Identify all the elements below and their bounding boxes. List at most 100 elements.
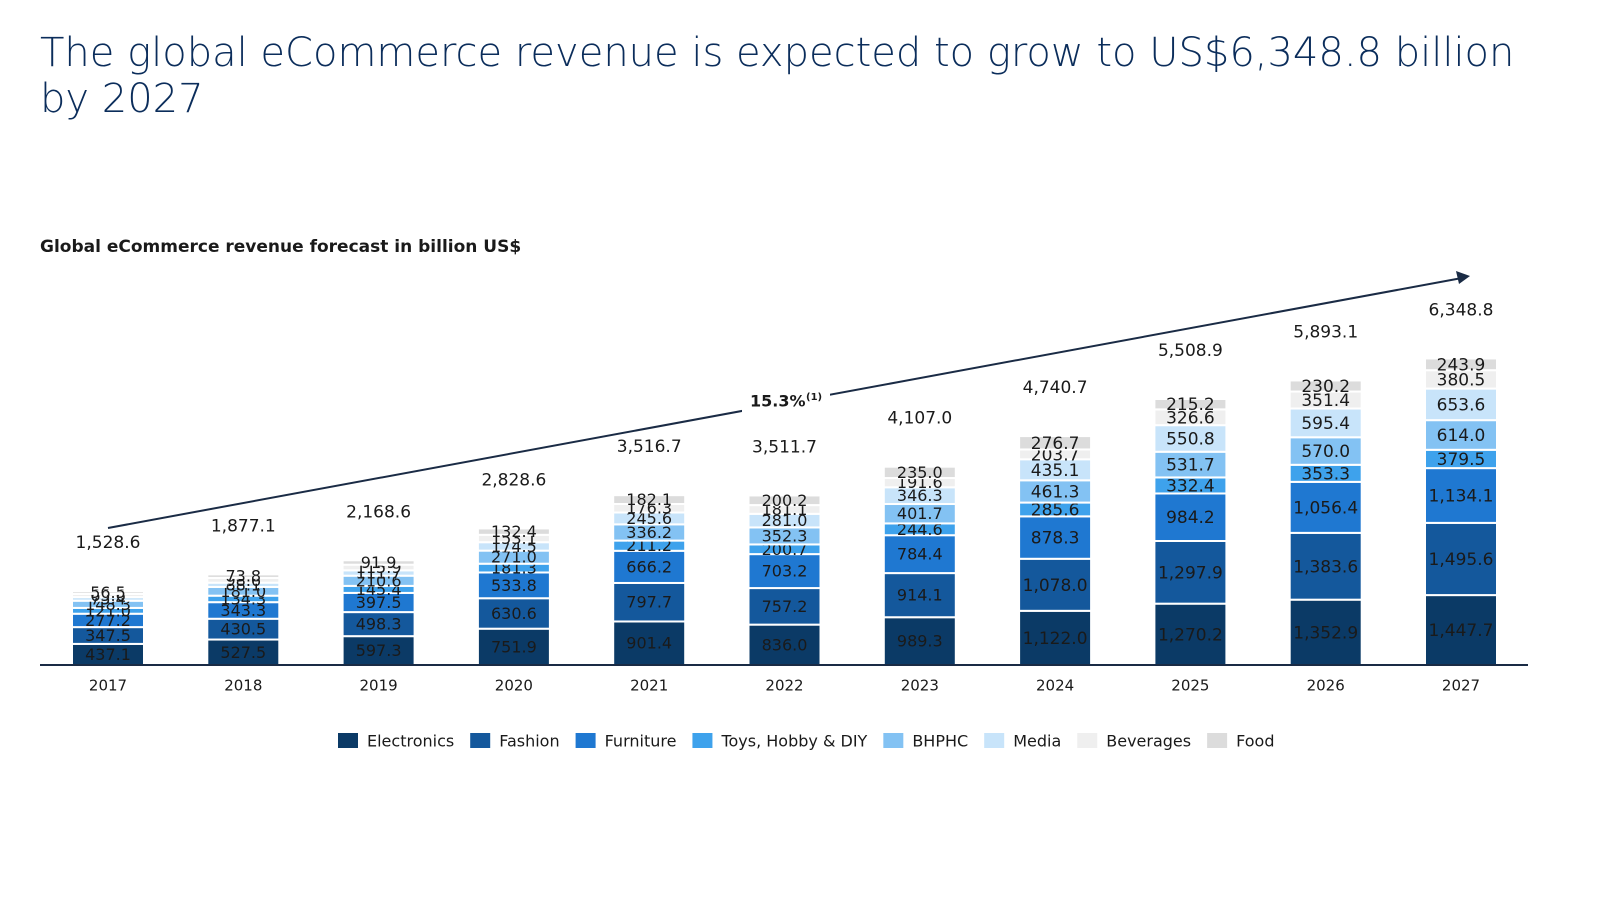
data-label: 285.6 xyxy=(1031,500,1080,520)
legend-label: Food xyxy=(1236,732,1274,751)
data-label: 1,270.2 xyxy=(1158,625,1223,645)
bar-segment xyxy=(1153,450,1228,479)
bar-segment xyxy=(882,465,957,480)
data-label: 281.0 xyxy=(762,511,808,530)
data-label: 797.7 xyxy=(626,593,672,612)
data-label: 984.2 xyxy=(1166,508,1215,528)
legend-swatch xyxy=(575,733,596,748)
data-label: 878.3 xyxy=(1031,529,1080,549)
data-label: 550.8 xyxy=(1166,429,1215,449)
total-label: 4,107.0 xyxy=(887,409,952,429)
data-label: 332.4 xyxy=(1166,476,1215,496)
bar-segment xyxy=(341,611,416,638)
data-label: 351.4 xyxy=(1301,391,1350,411)
data-label: 430.5 xyxy=(220,620,266,639)
x-tick-label: 2018 xyxy=(224,677,262,695)
data-label: 836.0 xyxy=(762,635,808,654)
data-label: 346.3 xyxy=(897,486,943,505)
bar-segment xyxy=(1153,492,1228,542)
data-label: 757.2 xyxy=(762,597,808,616)
data-label: 614.0 xyxy=(1437,426,1486,446)
data-label: 182.1 xyxy=(626,490,672,509)
legend-label: Furniture xyxy=(605,732,677,751)
bar-segment xyxy=(206,573,281,579)
data-label: 245.6 xyxy=(626,509,672,528)
data-label: 343.3 xyxy=(220,601,266,620)
data-label: 235.0 xyxy=(897,463,943,482)
data-label: 461.3 xyxy=(1031,482,1080,502)
data-label: 1,297.9 xyxy=(1158,563,1223,583)
bar-segment xyxy=(1288,379,1363,393)
x-tick-label: 2017 xyxy=(89,677,127,695)
bar-segment xyxy=(1424,594,1498,667)
data-label: 56.5 xyxy=(90,583,126,602)
legend-swatch xyxy=(1207,733,1228,748)
data-label: 435.1 xyxy=(1031,461,1080,481)
data-label: 1,352.9 xyxy=(1293,623,1358,643)
data-label: 1,122.0 xyxy=(1023,629,1088,649)
bar-segment xyxy=(747,553,822,590)
bar-segment xyxy=(476,527,551,536)
legend-swatch xyxy=(470,733,491,748)
legend-label: Toys, Hobby & DIY xyxy=(720,732,867,751)
bar-segment xyxy=(747,494,822,507)
data-label: 73.8 xyxy=(225,567,261,586)
data-label: 437.1 xyxy=(85,645,131,664)
data-label: 498.3 xyxy=(356,615,402,634)
bar-segment xyxy=(71,590,145,595)
legend-swatch xyxy=(1077,733,1098,748)
data-label: 666.2 xyxy=(626,557,672,576)
data-label: 527.5 xyxy=(220,643,266,662)
chart-subtitle: Global eCommerce revenue forecast in bil… xyxy=(40,237,521,257)
data-label: 353.3 xyxy=(1301,464,1350,484)
data-label: 271.0 xyxy=(491,548,537,567)
legend-label: Electronics xyxy=(367,732,454,751)
data-label: 277.2 xyxy=(85,611,131,630)
data-label: 215.2 xyxy=(1166,395,1215,415)
total-label: 1,877.1 xyxy=(211,516,276,536)
data-label: 91.9 xyxy=(361,553,397,572)
x-tick-label: 2024 xyxy=(1036,677,1074,695)
arrow-head xyxy=(1456,271,1470,284)
data-label: 531.7 xyxy=(1166,456,1215,476)
bar-segment xyxy=(747,587,822,626)
bar-segment xyxy=(882,534,957,575)
data-label: 1,134.1 xyxy=(1429,487,1494,507)
data-label: 244.6 xyxy=(897,520,943,539)
data-label: 703.2 xyxy=(762,562,808,581)
legend-label: Beverages xyxy=(1106,732,1191,751)
x-tick-label: 2027 xyxy=(1442,677,1480,695)
total-label: 5,893.1 xyxy=(1293,322,1358,342)
legend-label: Fashion xyxy=(499,732,559,751)
data-label: 751.9 xyxy=(491,637,537,656)
total-label: 3,511.7 xyxy=(752,437,817,457)
x-tick-label: 2022 xyxy=(765,677,803,695)
x-tick-label: 2026 xyxy=(1307,677,1345,695)
data-label: 653.6 xyxy=(1437,395,1486,415)
total-label: 2,828.6 xyxy=(481,470,546,490)
bar-segment xyxy=(1153,539,1228,605)
annotation: 15.3% xyxy=(750,392,806,411)
bar-segment xyxy=(1424,419,1498,451)
bar-segment xyxy=(1288,531,1363,601)
total-label: 4,740.7 xyxy=(1023,378,1088,398)
data-label: 1,447.7 xyxy=(1429,621,1494,641)
data-label: 533.8 xyxy=(491,576,537,595)
legend-swatch xyxy=(692,733,713,748)
bar-segment xyxy=(341,635,416,666)
annotation-bg xyxy=(742,386,830,416)
x-tick-label: 2019 xyxy=(360,677,398,695)
legend-label: Media xyxy=(1013,732,1061,751)
data-label: 597.3 xyxy=(356,641,402,660)
data-label: 570.0 xyxy=(1301,442,1350,462)
bar-segment xyxy=(1018,515,1093,560)
data-label: 200.2 xyxy=(762,491,808,510)
x-tick-label: 2021 xyxy=(630,677,668,695)
legend-swatch xyxy=(984,733,1005,748)
total-label: 2,168.6 xyxy=(346,502,411,522)
data-label: 630.6 xyxy=(491,604,537,623)
data-label: 1,383.6 xyxy=(1293,557,1358,577)
bar-segment xyxy=(612,581,687,623)
